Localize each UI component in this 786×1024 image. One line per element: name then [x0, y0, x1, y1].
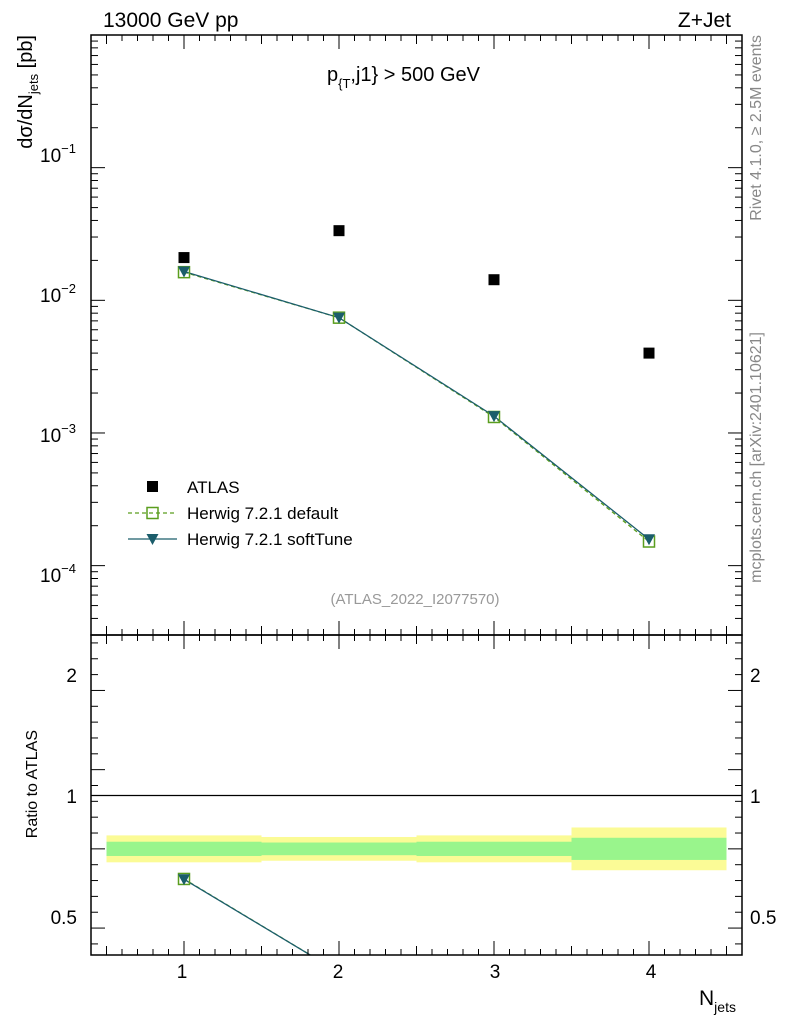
main-panel: p{T,j1} > 500 GeV dσ/dNjets [pb] 10−1 10…: [15, 34, 743, 636]
softtune-marker: [178, 266, 190, 278]
ratio-y-tick-05-right: 0.5: [750, 908, 776, 929]
ratio-default-line: [183, 878, 312, 955]
y-tick-label-1e-2: 10−2: [40, 281, 76, 307]
atlas-marker: [178, 252, 190, 264]
main-series-group: [177, 225, 656, 548]
atlas-marker: [333, 225, 345, 237]
process-label: Z+Jet: [678, 9, 731, 32]
x-axis-label-base: N: [699, 987, 714, 1010]
ratio-y-tick-1-left: 1: [66, 787, 77, 808]
mcplots-label: mcplots.cern.ch [arXiv:2401.10621]: [748, 332, 765, 583]
x-tick-label-3: 3: [490, 962, 501, 983]
ratio-panel: Ratio to ATLAS 2 1 0.5 2 1 0.5 1 2 3 4 N…: [24, 634, 776, 1015]
x-axis-label-sub: jets: [713, 999, 736, 1015]
main-title-sub: {T: [338, 76, 350, 91]
softtune-marker: [488, 411, 500, 423]
ratio-series-group: [177, 872, 655, 1007]
ratio-default-marker: [644, 996, 655, 1007]
ratio-softtune-marker: [488, 987, 500, 998]
main-y-tick-labels: 10−1 10−2 10−3 10−4: [40, 141, 76, 587]
x-tick-label-1: 1: [177, 962, 188, 983]
ratio-inner-band: [106, 841, 262, 856]
analysis-watermark: (ATLAS_2022_I2077570): [330, 591, 499, 608]
ratio-y-tick-1-right: 1: [750, 787, 761, 808]
atlas-marker: [643, 347, 655, 359]
legend-atlas-marker: [147, 481, 158, 492]
ratio-inner-band: [416, 841, 572, 856]
ratio-y-axis-label: Ratio to ATLAS: [24, 730, 41, 838]
default-series-line: [183, 271, 650, 543]
ratio-inner-band: [261, 842, 417, 856]
legend-softtune-marker: [146, 534, 159, 545]
softtune-marker: [333, 312, 345, 324]
main-y-label-base: dσ/dN: [15, 94, 37, 149]
ratio-frame: [90, 634, 743, 956]
main-y-label-sub: jets: [26, 73, 41, 95]
ratio-inner-band: [571, 837, 727, 860]
legend-default-label: Herwig 7.2.1 default: [187, 504, 338, 523]
main-title-rest: ,j1} > 500 GeV: [350, 64, 480, 86]
atlas-marker: [488, 274, 500, 286]
ratio-y-tick-05-left: 0.5: [51, 908, 77, 929]
main-title: p{T,j1} > 500 GeV: [327, 64, 481, 91]
main-title-p: p: [327, 64, 338, 86]
x-tick-label-2: 2: [333, 962, 344, 983]
rivet-version-label: Rivet 4.1.0, ≥ 2.5M events: [748, 35, 765, 221]
legend: ATLAS Herwig 7.2.1 default Herwig 7.2.1 …: [128, 478, 353, 549]
x-tick-label-4: 4: [646, 962, 657, 983]
legend-default-marker: [146, 506, 159, 520]
ratio-axis-ticks: [91, 635, 742, 955]
ratio-softtune-line: [183, 878, 312, 955]
softtune-marker: [643, 534, 655, 546]
main-y-label-unit: [pb]: [15, 35, 37, 74]
y-tick-label-1e-1: 10−1: [40, 141, 76, 167]
x-axis-label: Njets: [699, 987, 736, 1015]
y-tick-label-1e-4: 10−4: [40, 561, 76, 587]
ratio-softtune-marker: [643, 996, 655, 1007]
ratio-softtune-marker: [178, 874, 190, 886]
ratio-default-marker: [489, 987, 500, 998]
y-tick-label-1e-3: 10−3: [40, 421, 76, 447]
ratio-y-tick-2-left: 2: [66, 666, 77, 687]
softtune-series-line: [183, 270, 650, 540]
main-y-axis-label: dσ/dNjets [pb]: [15, 35, 41, 149]
legend-softtune-label: Herwig 7.2.1 softTune: [187, 530, 353, 549]
legend-atlas-label: ATLAS: [187, 478, 240, 497]
energy-label: 13000 GeV pp: [103, 9, 238, 32]
ratio-bands: [106, 827, 727, 871]
main-axis-ticks: [91, 34, 742, 636]
ratio-y-tick-2-right: 2: [750, 666, 761, 687]
